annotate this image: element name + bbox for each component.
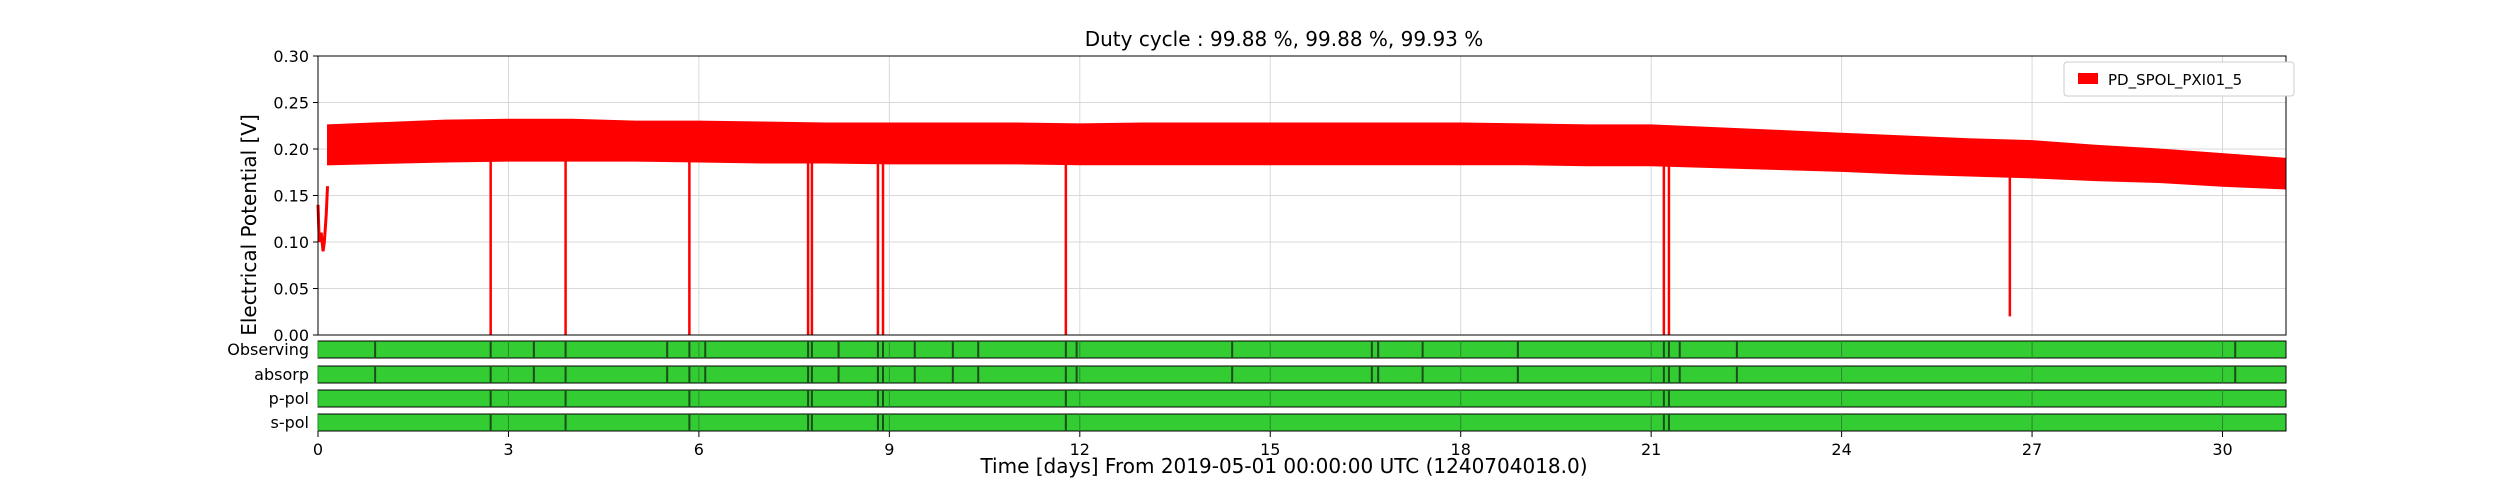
segment-bar [317,340,2287,359]
segment-bar [317,365,2287,384]
x-axis-label: Time [days] From 2019-05-01 00:00:00 UTC… [979,454,1587,478]
x-tick-label: 24 [1831,440,1851,459]
segment-bar [317,413,2287,432]
x-tick-label: 18 [1451,440,1471,459]
main-plot: 0.00 0.05 0.10 0.15 0.20 0.25 0.30 [273,47,2287,345]
series-start-line [316,186,330,252]
legend-series-name: PD_SPOL_PXI01_5 [2108,71,2242,90]
y-tick-label: 0.30 [273,47,309,66]
legend-box [2063,61,2295,97]
legend-swatch [2078,73,2098,84]
legend: PD_SPOL_PXI01_5 [2063,61,2295,97]
x-tick-label: 12 [1070,440,1090,459]
y-tick-label: 0.20 [273,140,309,159]
segment-label: s-pol [271,413,310,432]
segment-bar [317,389,2287,408]
x-tick-label: 9 [884,440,894,459]
x-axis-ticks: 0 3 6 9 12 15 18 21 24 27 30 [313,431,2233,459]
x-tick-label: 21 [1641,440,1661,459]
y-tick-label: 0.15 [273,187,309,206]
x-tick-label: 3 [503,440,513,459]
segment-label: Observing [227,340,309,359]
x-tick-label: 0 [313,440,323,459]
x-tick-label: 27 [2022,440,2042,459]
y-tick-label: 0.10 [273,233,309,252]
y-tick-label: 0.25 [273,94,309,113]
segment-label: absorp [254,365,309,384]
x-tick-label: 6 [694,440,704,459]
chart-title: Duty cycle : 99.88 %, 99.88 %, 99.93 % [1085,27,1484,51]
y-tick-label: 0.00 [273,326,309,345]
y-tick-label: 0.05 [273,280,309,299]
x-tick-label: 15 [1260,440,1280,459]
x-tick-label: 30 [2212,440,2232,459]
segment-label: p-pol [269,389,309,408]
y-axis-label: Electrical Potential [V] [237,114,261,336]
segment-panels: Observing absorp p-pol s-pol [227,340,2287,432]
